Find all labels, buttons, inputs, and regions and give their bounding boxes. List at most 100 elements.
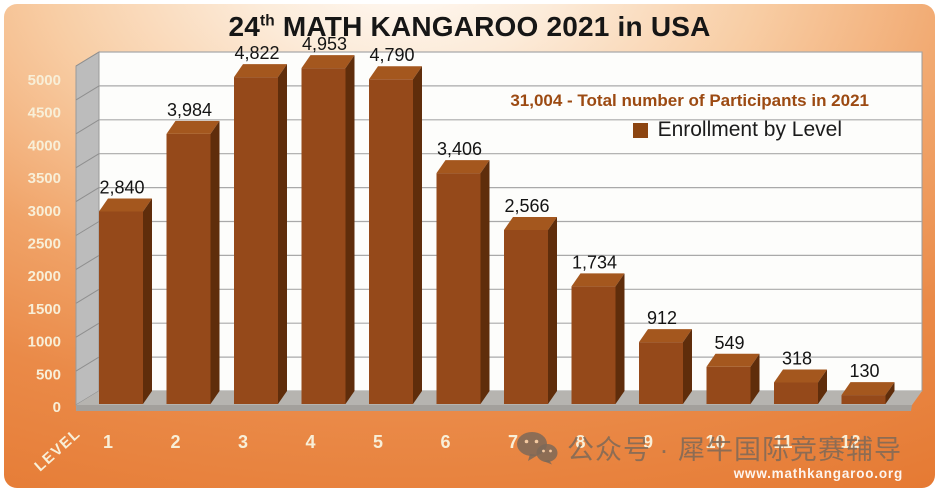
bar-level-2	[166, 120, 220, 405]
bar-side-face	[143, 198, 152, 404]
bar-side-face	[278, 64, 287, 404]
bar-chart-3d: 0 500 1000 1500 2000 2500 3000 3500 4000 4500 5000…	[28, 34, 923, 475]
y-tick-label: 5000	[28, 72, 61, 89]
x-tick-label: 7	[508, 432, 518, 452]
bar-front-face	[706, 366, 751, 404]
y-tick-label: 2000	[28, 268, 61, 285]
bar-value-label: 3,984	[167, 100, 212, 120]
bar-side-face	[818, 369, 827, 404]
legend: Enrollment by Level	[632, 118, 842, 142]
y-tick-label: 1500	[28, 301, 61, 318]
x-tick-label: 12	[840, 432, 860, 452]
bar-level-5	[369, 66, 422, 404]
bar-top-face	[774, 369, 827, 383]
bar-front-face	[639, 342, 683, 404]
wall-tick-line	[75, 221, 100, 236]
x-tick-label: 9	[643, 432, 653, 452]
bar-value-label: 2,566	[504, 196, 549, 216]
x-tick-label: 4	[305, 432, 315, 452]
bar-top-face	[234, 64, 287, 78]
y-tick-label: 2500	[28, 236, 61, 253]
bar-top-face	[166, 120, 220, 134]
bar-level-3	[234, 64, 287, 405]
bar-side-face	[345, 55, 355, 405]
bar-top-face	[436, 160, 490, 174]
watermark: 公众号 · 犀牛国际竞赛辅导	[516, 428, 902, 467]
bar-top-face	[301, 55, 355, 69]
y-tick-label: 3500	[28, 170, 61, 187]
bar-top-face	[841, 382, 895, 396]
watermark-text: 公众号 · 犀牛国际竞赛辅导	[567, 435, 902, 465]
bar-front-face	[166, 133, 211, 404]
bar-side-face	[413, 66, 422, 404]
wall-tick-line	[75, 51, 100, 67]
bar-level-1	[99, 198, 152, 404]
bar-level-9	[639, 329, 692, 404]
wall-tick-line	[75, 356, 100, 372]
wall-tick-line	[75, 254, 100, 270]
bar-level-12	[841, 382, 895, 404]
bar-front-face	[774, 382, 818, 404]
wall-tick-line	[75, 85, 100, 101]
bar-top-face	[639, 329, 692, 343]
page-title: 24th MATH KANGAROO 2021 in USA	[4, 11, 935, 43]
bar-front-face	[571, 286, 616, 404]
title-text: MATH KANGAROO 2021 in USA	[274, 11, 711, 42]
y-tick-label: 3000	[28, 203, 61, 220]
chart-frame: 0 500 1000 1500 2000 2500 3000 3500 4000 4500 5000…	[4, 4, 935, 488]
floor-edge	[76, 405, 912, 411]
bar-front-face	[436, 173, 481, 404]
bar-value-label: 3,406	[437, 139, 482, 159]
y-tick-label: 500	[36, 366, 61, 383]
bar-level-11	[774, 369, 827, 404]
x-tick-label: 3	[238, 432, 248, 452]
bar-side-face	[683, 329, 692, 404]
x-axis-title: LEVEL	[31, 425, 84, 475]
bar-side-face	[548, 217, 557, 404]
x-tick-label: 5	[373, 432, 383, 452]
bar-top-face	[99, 198, 152, 212]
bar-side-face	[885, 382, 895, 404]
bar-value-label: 912	[647, 308, 677, 328]
legend-label: Enrollment by Level	[657, 118, 842, 141]
x-tick-label: 11	[773, 432, 792, 452]
bar-level-8	[571, 273, 625, 404]
bar-level-6	[436, 160, 490, 404]
x-tick-label: 2	[170, 432, 180, 452]
x-tick-label: 8	[575, 432, 585, 452]
bar-front-face	[99, 211, 143, 404]
title-number: 24	[228, 11, 260, 42]
bar-value-label: 549	[714, 333, 744, 353]
bar-top-face	[369, 66, 422, 80]
bar-top-face	[504, 217, 557, 231]
bar-side-face	[210, 120, 220, 405]
bar-top-face	[706, 353, 760, 367]
bar-side-face	[615, 273, 625, 404]
wall-tick-line	[75, 322, 100, 338]
wall-tick-line	[75, 119, 100, 135]
y-tick-label: 4500	[28, 105, 61, 122]
bar-front-face	[841, 395, 886, 404]
y-tick-label: 0	[53, 399, 61, 416]
wall-tick-line	[75, 288, 100, 304]
bar-level-4	[301, 55, 355, 405]
legend-swatch	[632, 122, 648, 138]
bar-level-7	[504, 217, 557, 404]
title-ordinal-suffix: th	[259, 12, 275, 30]
bar-front-face	[301, 68, 346, 405]
y-tick-label: 1000	[28, 334, 61, 351]
bar-value-label: 130	[849, 361, 879, 381]
bar-top-face	[571, 273, 625, 287]
bar-value-label: 2,840	[99, 177, 144, 197]
bar-value-label: 4,822	[234, 43, 279, 63]
bar-value-label: 1,734	[572, 252, 617, 272]
y-tick-label: 4000	[28, 137, 61, 154]
wall-tick-line	[75, 187, 100, 203]
bar-side-face	[750, 353, 760, 404]
x-tick-label: 10	[705, 432, 725, 452]
bar-front-face	[369, 79, 413, 404]
bar-value-label: 4,953	[302, 34, 347, 54]
bar-front-face	[234, 77, 278, 405]
bar-level-10	[706, 353, 760, 404]
